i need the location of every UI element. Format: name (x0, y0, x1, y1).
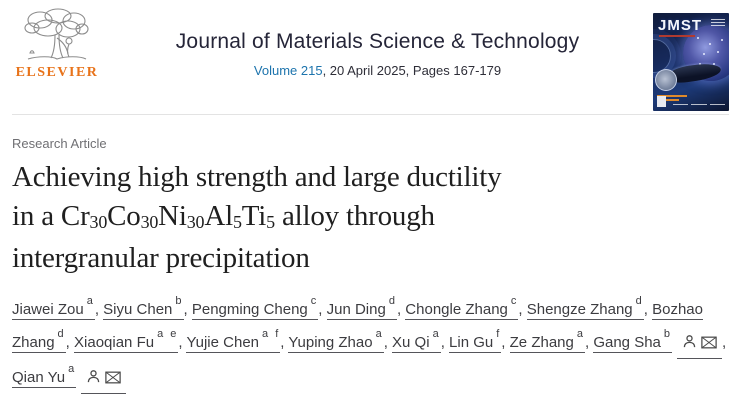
author-affiliation-sup: a (432, 328, 441, 341)
author-link[interactable]: Shengze Zhang d (526, 295, 644, 320)
elsevier-wordmark: ELSEVIER (15, 65, 99, 80)
author-affiliation-sup: a f (262, 328, 281, 341)
journal-title-link[interactable]: Journal of Materials Science & Technolog… (175, 30, 580, 53)
corresponding-author-icons[interactable] (81, 363, 127, 394)
author-affiliation-sup: a (86, 295, 95, 308)
article-type-label: Research Article (12, 136, 107, 151)
corresponding-author-icons[interactable] (677, 328, 723, 359)
author-affiliation-sup: d (635, 295, 644, 308)
title-subscript: 30 (89, 212, 108, 233)
title-text: Co (107, 200, 141, 232)
envelope-icon[interactable] (105, 371, 121, 384)
author-link[interactable]: Xu Qi a (392, 328, 441, 353)
article-page: ELSEVIER Journal of Materials Science & … (12, 0, 729, 394)
title-subscript: 5 (232, 212, 242, 233)
issue-line: Volume 215, 20 April 2025, Pages 167-179 (102, 63, 653, 78)
author-list: Jiawei Zou a, Siyu Chen b, Pengming Cheng c… (12, 291, 727, 394)
cover-feature-text-decor (657, 95, 687, 103)
author-affiliation-sup: a e (157, 328, 179, 341)
author-affiliation-sup: c (510, 295, 519, 308)
journal-cover-thumbnail[interactable]: JMST (653, 13, 729, 111)
title-text: Ti (241, 200, 267, 232)
title-subscript: 5 (266, 212, 275, 233)
header-divider (12, 114, 729, 115)
elsevier-logo[interactable]: ELSEVIER (12, 8, 102, 81)
author-link[interactable]: Jun Ding d (326, 295, 397, 320)
title-subscript: 30 (140, 212, 159, 233)
cover-publisher-box-decor (657, 96, 666, 107)
issue-meta: , 20 April 2025, Pages 167-179 (322, 63, 502, 78)
author-affiliation-sup: d (388, 295, 397, 308)
author-link[interactable]: Bozhao Zhang d (12, 301, 703, 353)
author-link[interactable]: Qian Yu a (12, 363, 77, 388)
journal-header: ELSEVIER Journal of Materials Science & … (12, 0, 729, 114)
author-affiliation-sup: a (576, 328, 585, 341)
title-text: Ni (158, 200, 187, 232)
author-affiliation-sup: b (175, 295, 184, 308)
author-link[interactable]: Ze Zhang a (509, 328, 585, 353)
article-title: Achieving high strength and large ductil… (12, 158, 729, 278)
cover-subtitle-decor (659, 35, 695, 37)
title-subscript: 30 (186, 212, 205, 233)
author-affiliation-sup: a (68, 363, 77, 376)
person-icon[interactable] (682, 334, 697, 349)
author-link[interactable]: Yujie Chen a f (186, 328, 281, 353)
person-icon[interactable] (86, 369, 101, 384)
title-text: intergranular precipitation (12, 242, 310, 274)
author-link[interactable]: Chongle Zhang c (405, 295, 519, 320)
author-link[interactable]: Jiawei Zou a (12, 295, 95, 320)
author-affiliation-sup: b (663, 328, 673, 341)
author-affiliation-sup: f (496, 328, 502, 341)
author-affiliation-sup: d (57, 328, 66, 341)
author-link[interactable]: Gang Sha b (593, 328, 673, 353)
author-link[interactable]: Siyu Chen b (103, 295, 184, 320)
cover-footer-text-decor (673, 104, 725, 105)
volume-link[interactable]: Volume 215 (253, 63, 323, 78)
cover-issue-text-decor (711, 19, 725, 28)
author-link[interactable]: Lin Gu f (449, 328, 502, 353)
title-text: in a Cr (12, 200, 90, 232)
author-link[interactable]: Xiaoqian Fu a e (74, 328, 179, 353)
author-link[interactable]: Yuping Zhao a (288, 328, 384, 353)
elsevier-tree-icon (24, 8, 89, 60)
author-affiliation-sup: c (310, 295, 319, 308)
title-text: Achieving high strength and large ductil… (12, 161, 502, 193)
cover-galaxy-rings-decor (653, 39, 671, 73)
title-text: Al (204, 200, 233, 232)
author-affiliation-sup: a (375, 328, 384, 341)
journal-info: Journal of Materials Science & Technolog… (102, 8, 653, 78)
title-text: alloy through (274, 200, 435, 232)
cover-inset-image-decor (655, 69, 677, 91)
envelope-icon[interactable] (701, 336, 717, 349)
cover-magazine-title: JMST (658, 17, 703, 34)
author-link[interactable]: Pengming Cheng c (191, 295, 319, 320)
